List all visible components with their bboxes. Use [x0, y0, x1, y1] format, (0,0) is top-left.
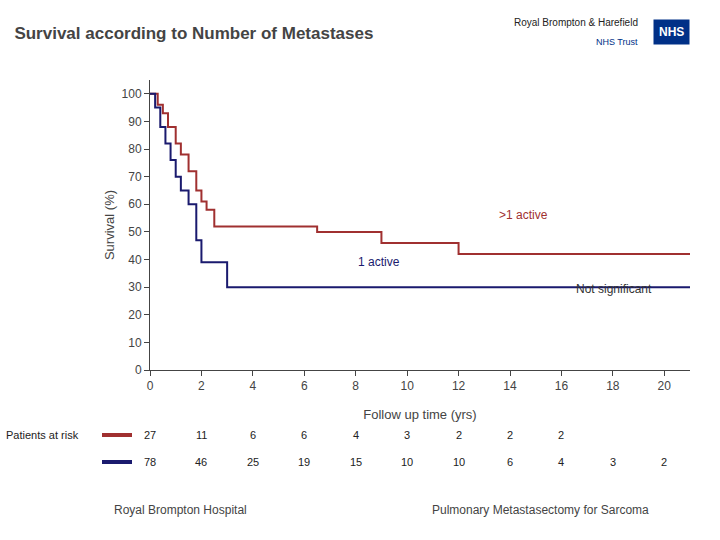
svg-text:30: 30: [128, 280, 142, 294]
svg-text:Not significant: Not significant: [576, 282, 652, 296]
svg-text:20: 20: [658, 379, 672, 393]
svg-text:2: 2: [456, 429, 462, 441]
svg-text:NHS: NHS: [659, 25, 684, 39]
svg-text:10: 10: [453, 456, 465, 468]
svg-text:19: 19: [298, 456, 310, 468]
svg-text:90: 90: [128, 115, 142, 129]
svg-text:20: 20: [128, 308, 142, 322]
svg-text:8: 8: [352, 379, 359, 393]
svg-text:6: 6: [250, 429, 256, 441]
svg-text:14: 14: [503, 379, 517, 393]
svg-text:40: 40: [128, 253, 142, 267]
svg-text:2: 2: [558, 429, 564, 441]
svg-text:18: 18: [606, 379, 620, 393]
svg-text:4: 4: [558, 456, 564, 468]
svg-text:6: 6: [301, 429, 307, 441]
svg-text:3: 3: [404, 429, 410, 441]
svg-text:78: 78: [144, 456, 156, 468]
svg-text:0: 0: [147, 379, 154, 393]
svg-text:Survival (%): Survival (%): [102, 190, 117, 260]
svg-text:Royal Brompton & Harefield: Royal Brompton & Harefield: [514, 17, 638, 28]
svg-text:0: 0: [135, 363, 142, 377]
svg-text:50: 50: [128, 225, 142, 239]
svg-text:16: 16: [555, 379, 569, 393]
svg-text:2: 2: [507, 429, 513, 441]
svg-text:2: 2: [198, 379, 205, 393]
svg-text:10: 10: [400, 379, 414, 393]
svg-text:Follow up time (yrs): Follow up time (yrs): [363, 407, 476, 422]
svg-text:12: 12: [452, 379, 466, 393]
svg-text:100: 100: [122, 87, 142, 101]
svg-text:>1 active: >1 active: [499, 208, 548, 222]
svg-text:10: 10: [128, 336, 142, 350]
svg-text:25: 25: [247, 456, 259, 468]
svg-text:Royal Brompton Hospital: Royal Brompton Hospital: [114, 503, 247, 517]
svg-text:3: 3: [610, 456, 616, 468]
svg-text:27: 27: [144, 429, 156, 441]
svg-text:46: 46: [195, 456, 207, 468]
svg-text:Pulmonary Metastasectomy for S: Pulmonary Metastasectomy for Sarcoma: [432, 503, 649, 517]
svg-text:4: 4: [353, 429, 359, 441]
svg-text:1 active: 1 active: [358, 255, 400, 269]
svg-text:4: 4: [250, 379, 257, 393]
svg-text:11: 11: [196, 429, 207, 441]
svg-text:6: 6: [301, 379, 308, 393]
svg-text:10: 10: [401, 456, 413, 468]
svg-text:Survival according to Number o: Survival according to Number of Metastas…: [14, 24, 373, 43]
svg-text:60: 60: [128, 197, 142, 211]
svg-text:Patients at risk: Patients at risk: [6, 429, 79, 441]
svg-text:2: 2: [661, 456, 667, 468]
svg-text:15: 15: [350, 456, 362, 468]
svg-text:80: 80: [128, 142, 142, 156]
svg-text:NHS Trust: NHS Trust: [596, 37, 638, 47]
svg-text:70: 70: [128, 170, 142, 184]
svg-text:6: 6: [507, 456, 513, 468]
